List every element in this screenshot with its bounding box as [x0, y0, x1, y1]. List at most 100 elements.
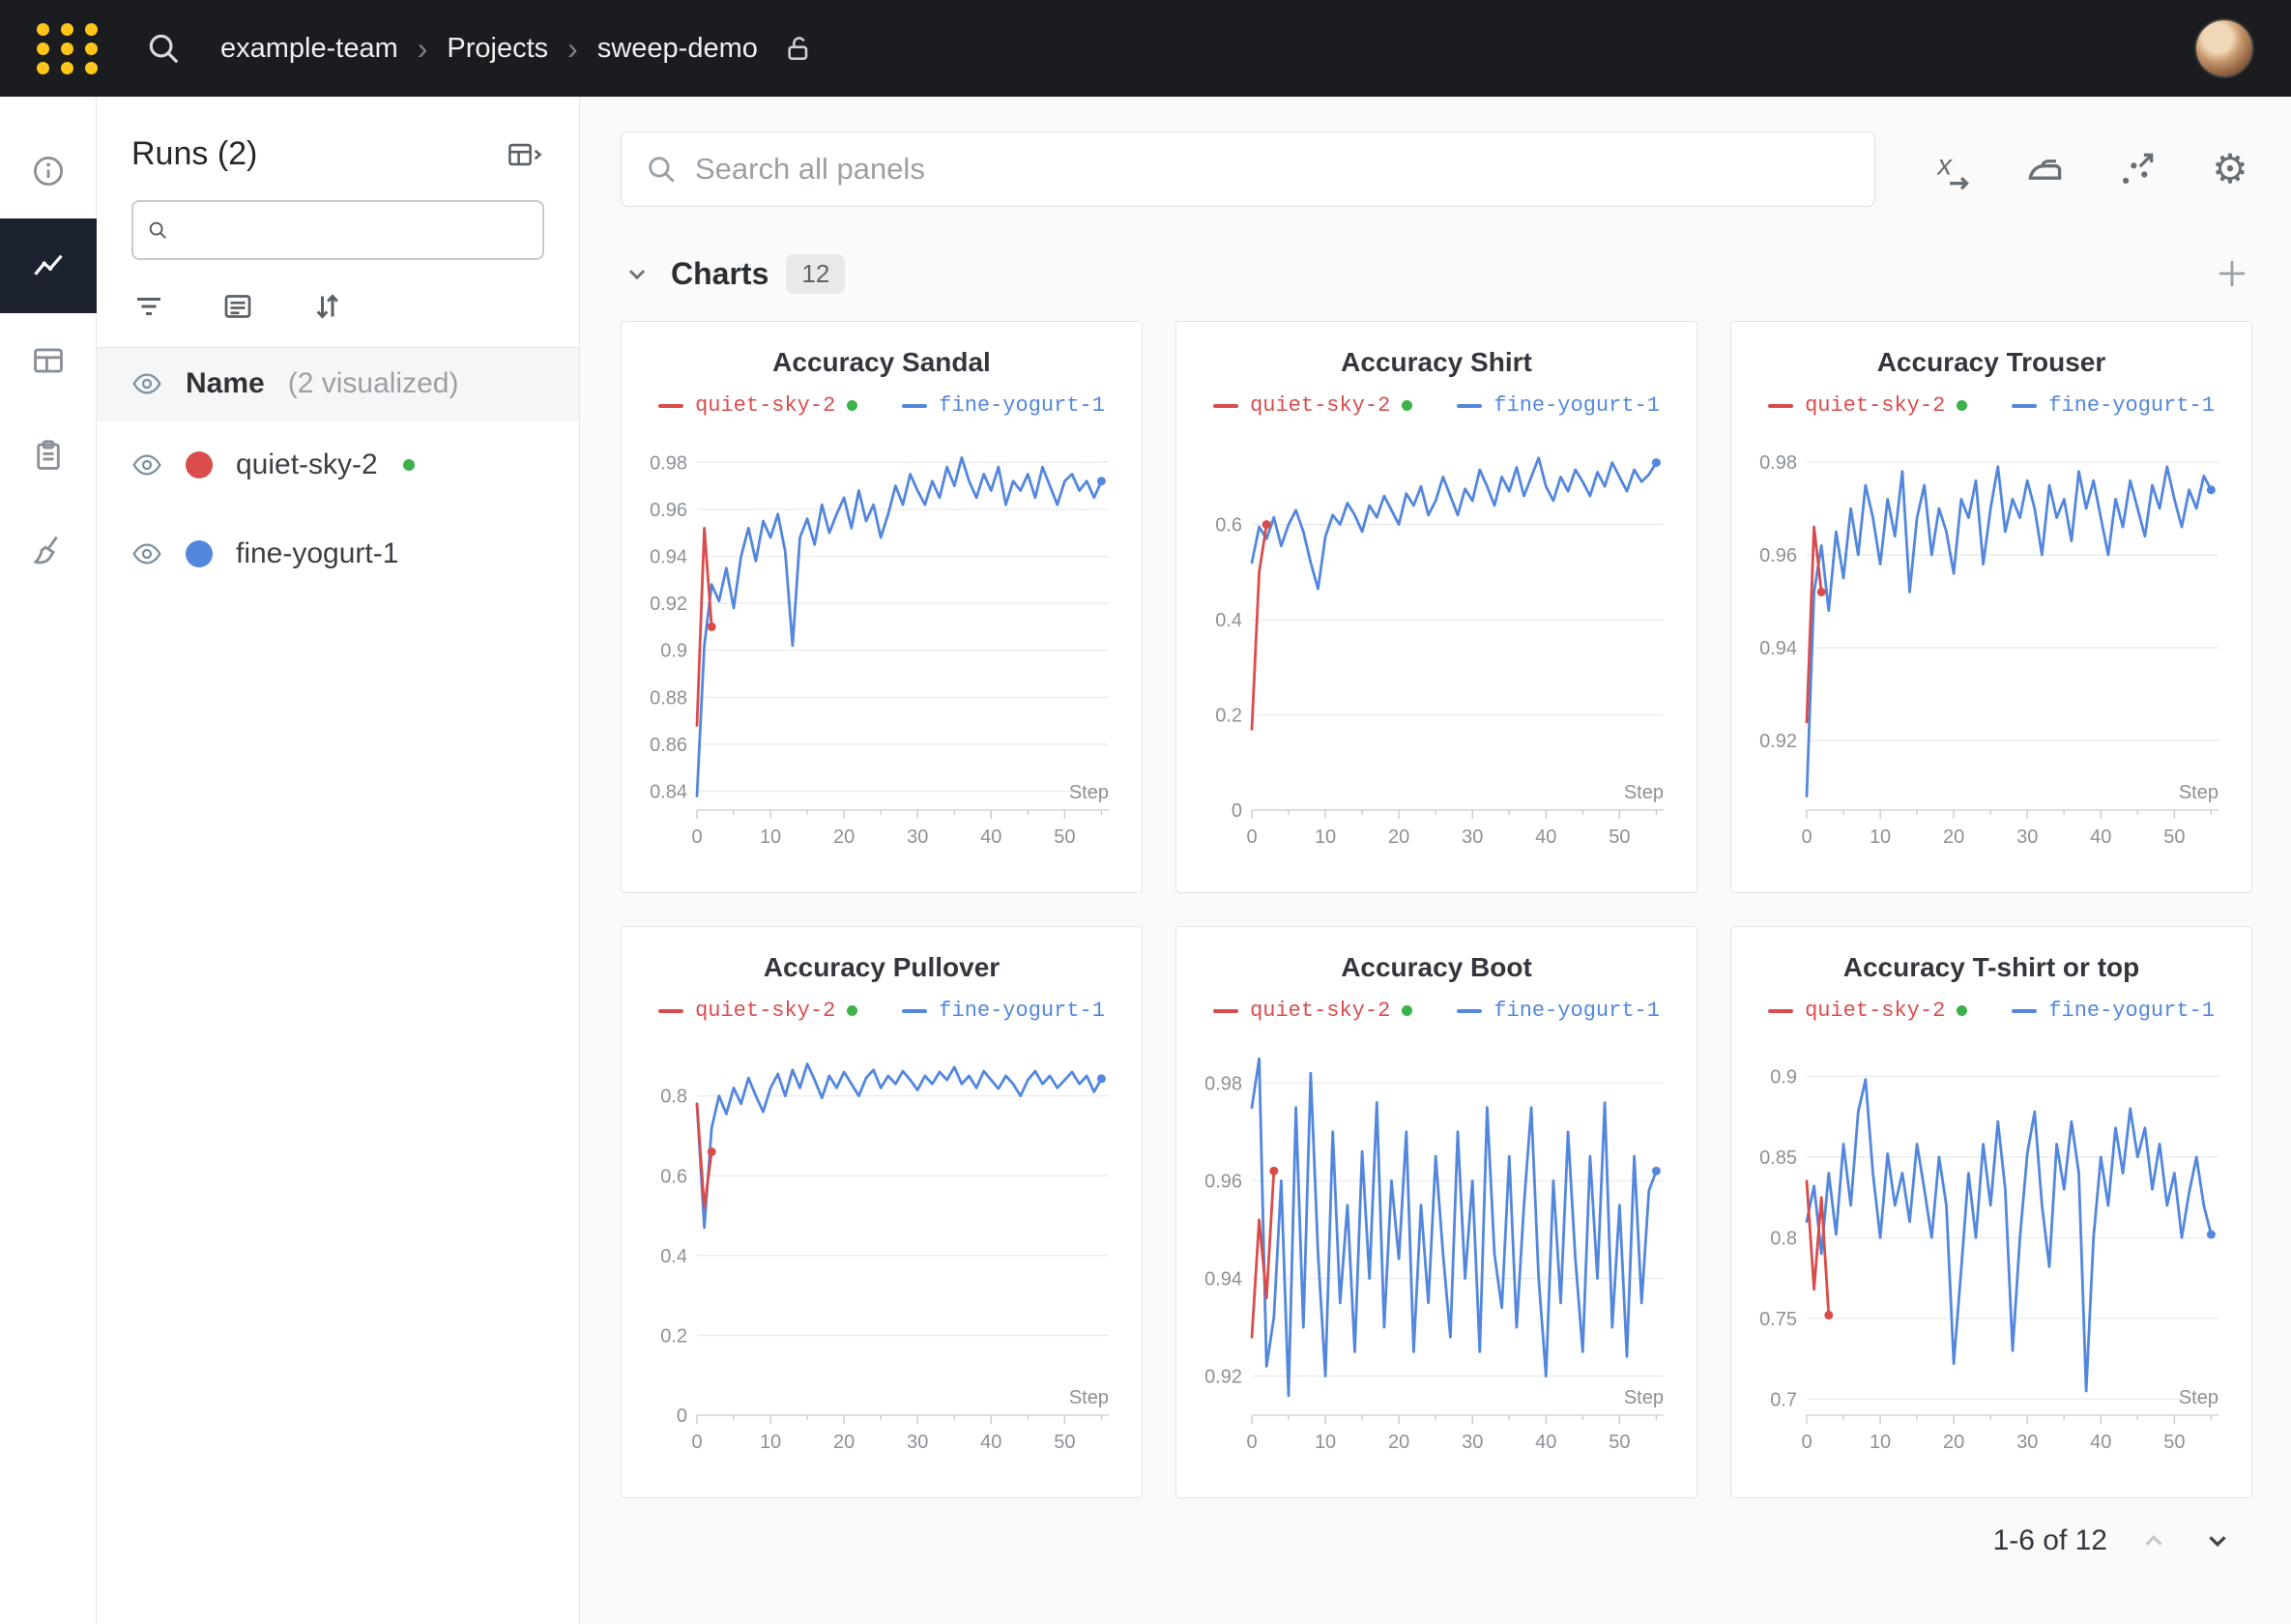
- panel-search-box[interactable]: [621, 131, 1875, 207]
- svg-text:10: 10: [1315, 1432, 1336, 1453]
- chart-plot[interactable]: 00.20.40.601020304050Step: [1196, 425, 1677, 870]
- chart-plot[interactable]: 0.840.860.880.90.920.940.960.98010203040…: [641, 425, 1122, 870]
- search-icon: [147, 216, 168, 245]
- svg-text:30: 30: [907, 1432, 928, 1453]
- running-indicator-dot: [847, 400, 857, 411]
- legend-item[interactable]: quiet-sky-2: [1768, 999, 1967, 1023]
- chart-panel[interactable]: Accuracy Shirt quiet-sky-2 fine-yogurt-1 00…: [1175, 321, 1697, 893]
- legend-run-name: quiet-sky-2: [1250, 393, 1390, 418]
- x-axis-icon[interactable]: x: [1929, 147, 1974, 191]
- chart-panel[interactable]: Accuracy Trouserquiet-sky-2fine-yogurt-1…: [1730, 321, 2252, 893]
- filter-icon[interactable]: [131, 289, 166, 324]
- chart-plot[interactable]: 00.20.40.60.801020304050Step: [641, 1030, 1122, 1475]
- eye-icon[interactable]: [131, 538, 162, 569]
- rail-item-info[interactable]: [0, 124, 97, 218]
- add-panel-icon[interactable]: [2212, 253, 2252, 294]
- legend-line-swatch: [902, 404, 927, 408]
- legend-run-name: quiet-sky-2: [1250, 999, 1390, 1023]
- run-color-dot: [186, 451, 213, 478]
- rail-item-reports[interactable]: [0, 408, 97, 503]
- legend-item[interactable]: quiet-sky-2: [658, 999, 857, 1023]
- run-row-fine-yogurt-1[interactable]: fine-yogurt-1: [97, 509, 579, 598]
- rail-item-tables[interactable]: [0, 313, 97, 408]
- rail-item-sweeps[interactable]: [0, 503, 97, 597]
- run-details-icon[interactable]: [220, 289, 255, 324]
- breadcrumb-project[interactable]: sweep-demo: [597, 33, 758, 65]
- legend-item[interactable]: quiet-sky-2: [1213, 393, 1412, 418]
- chart-legend: quiet-sky-2 fine-yogurt-1: [641, 393, 1122, 418]
- charts-section-title[interactable]: Charts: [671, 256, 768, 292]
- breadcrumb-projects[interactable]: Projects: [447, 33, 548, 65]
- legend-item[interactable]: quiet-sky-2: [658, 393, 857, 418]
- legend-item[interactable]: quiet-sky-2: [1768, 393, 1967, 418]
- svg-text:0.92: 0.92: [1759, 731, 1797, 752]
- svg-text:0.88: 0.88: [650, 687, 687, 709]
- legend-item[interactable]: fine-yogurt-1: [1457, 999, 1660, 1023]
- pagination-next-icon[interactable]: [2200, 1523, 2235, 1558]
- chart-plot[interactable]: 0.920.940.960.9801020304050Step: [1196, 1030, 1677, 1475]
- search-icon[interactable]: [145, 30, 182, 67]
- svg-text:Step: Step: [2179, 782, 2218, 803]
- chart-title: Accuracy Shirt: [1196, 347, 1677, 378]
- runs-search-box[interactable]: [131, 200, 544, 260]
- chart-legend: quiet-sky-2 fine-yogurt-1: [1196, 999, 1677, 1023]
- run-name[interactable]: fine-yogurt-1: [236, 537, 398, 570]
- chart-plot[interactable]: 0.920.940.960.9801020304050Step: [1751, 425, 2232, 870]
- run-row-quiet-sky-2[interactable]: quiet-sky-2: [97, 420, 579, 509]
- legend-item[interactable]: quiet-sky-2: [1213, 999, 1412, 1023]
- chart-legend: quiet-sky-2 fine-yogurt-1: [1751, 999, 2232, 1023]
- avatar[interactable]: [2194, 18, 2254, 78]
- panel-search-input[interactable]: [695, 152, 1851, 187]
- runs-search-input[interactable]: [180, 215, 529, 246]
- legend-line-swatch: [902, 1009, 927, 1013]
- info-icon: [30, 153, 67, 189]
- eye-icon[interactable]: [131, 450, 162, 480]
- visualized-count-label: (2 visualized): [288, 367, 459, 400]
- legend-item[interactable]: fine-yogurt-1: [2012, 393, 2215, 418]
- series-line-fine-yogurt-1: [697, 1064, 1101, 1228]
- series-line-fine-yogurt-1: [1807, 467, 2211, 797]
- expand-table-icon[interactable]: [506, 138, 544, 171]
- chart-panel[interactable]: Accuracy T-shirt or top quiet-sky-2 fine-y…: [1730, 926, 2252, 1498]
- chart-title: Accuracy T-shirt or top: [1751, 952, 2232, 983]
- scatter-plot-icon[interactable]: [2115, 147, 2160, 191]
- svg-text:10: 10: [760, 1432, 781, 1453]
- legend-item[interactable]: fine-yogurt-1: [902, 393, 1105, 418]
- sort-icon[interactable]: [309, 289, 344, 324]
- run-name[interactable]: quiet-sky-2: [236, 449, 378, 481]
- svg-text:0.9: 0.9: [1770, 1066, 1797, 1088]
- legend-item[interactable]: fine-yogurt-1: [1457, 393, 1660, 418]
- chart-plot[interactable]: 0.70.750.80.850.901020304050Step: [1751, 1030, 2232, 1475]
- svg-text:0.98: 0.98: [1759, 452, 1797, 474]
- charts-grid: Accuracy Sandalquiet-sky-2fine-yogurt-10…: [621, 321, 2252, 1498]
- breadcrumb-separator: ›: [567, 31, 578, 67]
- table-icon: [30, 342, 67, 379]
- svg-text:0: 0: [1246, 1432, 1257, 1453]
- svg-text:0.4: 0.4: [1215, 610, 1242, 631]
- eye-icon[interactable]: [131, 368, 162, 399]
- wandb-logo-icon[interactable]: [37, 23, 101, 74]
- running-indicator-dot: [1402, 1005, 1412, 1016]
- svg-text:0.98: 0.98: [1204, 1073, 1242, 1094]
- breadcrumb-separator: ›: [418, 31, 428, 67]
- legend-item[interactable]: fine-yogurt-1: [2012, 999, 2215, 1023]
- app-body: Runs (2) Name (2 visualized): [0, 97, 2291, 1624]
- smoothing-iron-icon[interactable]: [2022, 147, 2067, 191]
- legend-line-swatch: [1768, 1009, 1793, 1013]
- legend-line-swatch: [1457, 1009, 1482, 1013]
- svg-text:Step: Step: [1069, 782, 1109, 803]
- pagination-prev-icon[interactable]: [2136, 1523, 2171, 1558]
- chart-panel[interactable]: Accuracy Sandalquiet-sky-2fine-yogurt-10…: [621, 321, 1143, 893]
- legend-line-swatch: [2012, 1009, 2037, 1013]
- chart-panel[interactable]: Accuracy Pulloverquiet-sky-2fine-yogurt-…: [621, 926, 1143, 1498]
- legend-run-name: fine-yogurt-1: [939, 999, 1105, 1023]
- breadcrumb-team[interactable]: example-team: [220, 33, 398, 65]
- rail-item-workspace-charts[interactable]: [0, 218, 97, 313]
- legend-line-swatch: [1457, 404, 1482, 408]
- name-column-label[interactable]: Name: [186, 367, 265, 400]
- chevron-down-icon[interactable]: [621, 257, 653, 290]
- chart-panel[interactable]: Accuracy Bootquiet-sky-2fine-yogurt-10.9…: [1175, 926, 1697, 1498]
- svg-text:50: 50: [2163, 826, 2185, 848]
- settings-gear-icon[interactable]: ⚙: [2208, 147, 2252, 191]
- legend-item[interactable]: fine-yogurt-1: [902, 999, 1105, 1023]
